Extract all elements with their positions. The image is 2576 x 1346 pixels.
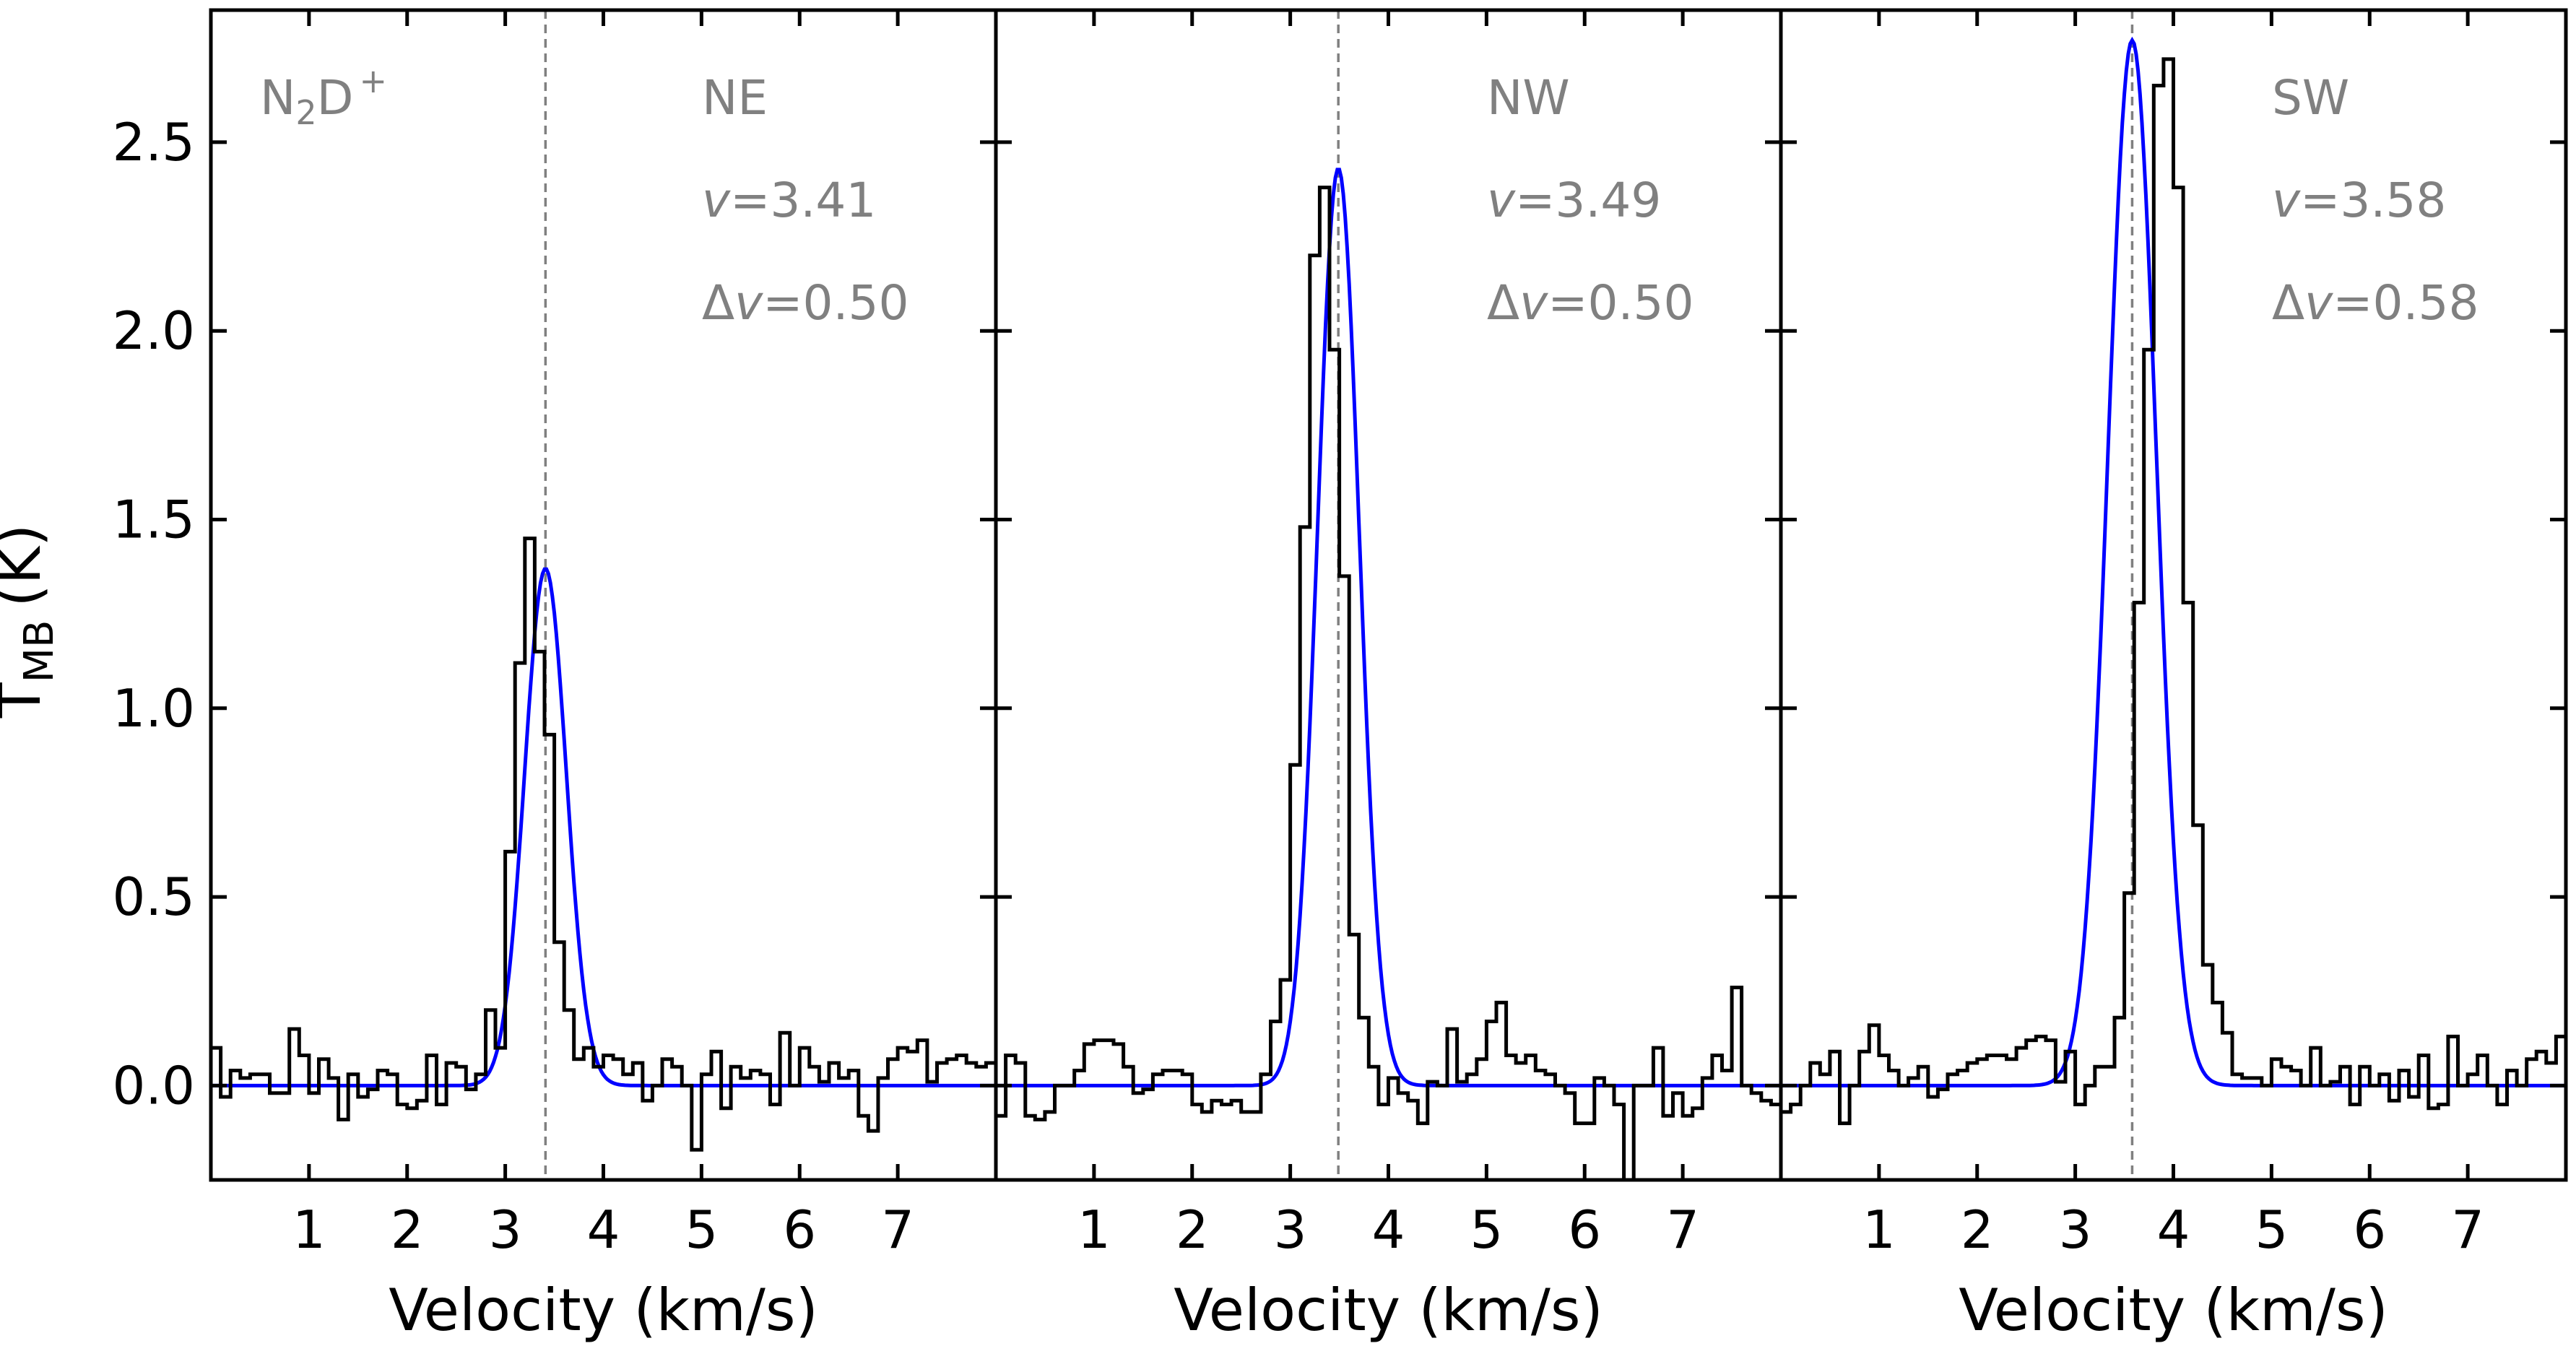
- x-tick-label: 3: [2059, 1199, 2092, 1260]
- molecule-rest: D: [317, 70, 354, 126]
- x-tick-label: 5: [685, 1199, 718, 1260]
- velocity-annotation: v=3.41: [702, 173, 876, 228]
- observed-spectrum-line: [996, 186, 1781, 1180]
- linewidth-value: =0.50: [763, 275, 908, 331]
- observed-spectrum-line: [211, 537, 996, 1152]
- x-tick-label: 7: [1666, 1199, 1699, 1260]
- molecule-subscript: 2: [295, 93, 316, 132]
- y-tick-label: 1.0: [112, 678, 195, 739]
- linewidth-value: =0.50: [1548, 275, 1694, 331]
- y-axis-title: TMB(K): [0, 524, 63, 719]
- x-tick-label: 7: [881, 1199, 914, 1260]
- y-axis-title-unit: (K): [0, 524, 53, 607]
- x-axis-title: Velocity (km/s): [1959, 1277, 2388, 1344]
- x-tick-label: 4: [1372, 1199, 1405, 1260]
- x-tick-label: 4: [587, 1199, 620, 1260]
- x-tick-label: 1: [292, 1199, 326, 1260]
- x-tick-label: 3: [489, 1199, 522, 1260]
- region-label: NE: [702, 70, 768, 126]
- observed-spectrum-line: [1781, 57, 2566, 1126]
- linewidth-annotation: Δv=0.58: [2272, 275, 2479, 331]
- velocity-symbol: v: [734, 275, 763, 331]
- panel-frame: [209, 8, 998, 1182]
- velocity-symbol: v: [702, 173, 731, 228]
- x-tick-label: 5: [1470, 1199, 1503, 1260]
- molecule-label: N2D +: [260, 61, 387, 132]
- y-tick-label: 2.0: [112, 300, 195, 361]
- x-tick-label: 3: [1274, 1199, 1307, 1260]
- y-tick-label: 0.0: [112, 1055, 195, 1116]
- velocity-annotation: v=3.49: [1487, 173, 1661, 228]
- delta-symbol: Δ: [1487, 275, 1519, 331]
- x-tick-label: 2: [1176, 1199, 1209, 1260]
- y-tick-label: 0.5: [112, 867, 195, 927]
- x-axis-title: Velocity (km/s): [389, 1277, 818, 1344]
- velocity-symbol: v: [2272, 173, 2301, 228]
- x-tick-label: 7: [2451, 1199, 2484, 1260]
- molecule-base: N: [260, 70, 295, 126]
- gaussian-fit-line: [211, 567, 996, 1087]
- panel-frame: [994, 8, 1783, 1182]
- velocity-value: =3.41: [730, 173, 876, 228]
- x-tick-label: 2: [391, 1199, 424, 1260]
- velocity-value: =3.49: [1515, 173, 1661, 228]
- x-tick-label: 4: [2157, 1199, 2190, 1260]
- region-label: SW: [2272, 70, 2349, 126]
- x-tick-label: 1: [1862, 1199, 1896, 1260]
- velocity-symbol: v: [1487, 173, 1516, 228]
- x-axis-title: Velocity (km/s): [1174, 1277, 1603, 1344]
- velocity-symbol: v: [1519, 275, 1548, 331]
- velocity-symbol: v: [2304, 275, 2333, 331]
- linewidth-value: =0.58: [2333, 275, 2479, 331]
- x-tick-label: 1: [1077, 1199, 1111, 1260]
- y-tick-label: 2.5: [112, 112, 195, 173]
- y-axis-title-subscript: MB: [16, 620, 63, 683]
- delta-symbol: Δ: [2272, 275, 2304, 331]
- x-tick-label: 2: [1961, 1199, 1994, 1260]
- region-label: NW: [1487, 70, 1570, 126]
- y-tick-labels: 0.0 0.5 1.0 1.5 2.0 2.5: [112, 112, 195, 1116]
- x-tick-label: 6: [1568, 1199, 1601, 1260]
- velocity-value: =3.58: [2300, 173, 2446, 228]
- delta-symbol: Δ: [702, 275, 734, 331]
- x-tick-label: 6: [2353, 1199, 2386, 1260]
- linewidth-annotation: Δv=0.50: [702, 275, 908, 331]
- y-tick-label: 1.5: [112, 489, 195, 550]
- linewidth-annotation: Δv=0.50: [1487, 275, 1694, 331]
- molecule-superscript: +: [359, 61, 387, 100]
- x-tick-label: 5: [2255, 1199, 2288, 1260]
- velocity-annotation: v=3.58: [2272, 173, 2446, 228]
- gaussian-fit-line: [1781, 36, 2566, 1087]
- x-tick-label: 6: [783, 1199, 816, 1260]
